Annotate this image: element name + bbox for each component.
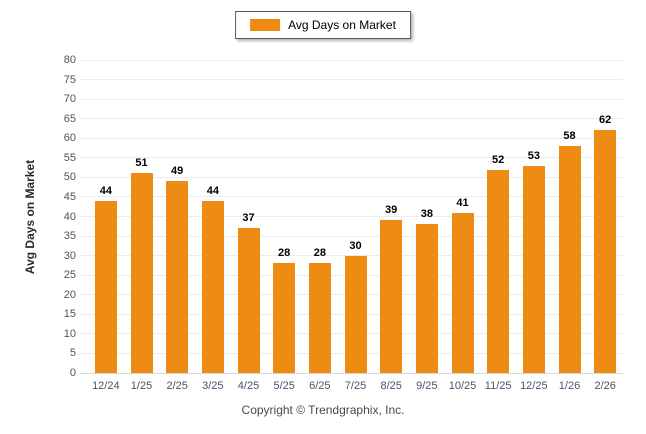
bar-value-label: 41 [456,196,469,209]
bar-value-label: 39 [385,204,398,217]
bar-7/25 [344,255,367,373]
y-tick-label: 70 [63,93,76,106]
gridline-y-55 [80,157,623,159]
bar-1/25 [130,173,153,373]
y-tick-label: 50 [63,171,76,184]
bar-2/25 [166,181,189,373]
bar-value-label: 62 [599,114,612,127]
gridline-y-80 [80,59,623,61]
y-tick-label: 20 [63,288,76,301]
x-tick-label: 1/26 [558,380,581,392]
bar-value-label: 49 [171,165,184,178]
y-tick-label: 80 [63,54,76,66]
gridline-y-65 [80,118,623,120]
bar-4/25 [237,228,260,373]
gridline-y-75 [80,79,623,81]
x-tick-label: 3/25 [202,380,224,392]
gridline-y-50 [80,176,623,178]
bar-value-label: 53 [527,149,540,162]
bar-6/25 [308,263,331,373]
gridline-y-0 [80,372,623,374]
bar-2/26 [594,130,617,373]
bar-11/25 [487,169,510,373]
x-tick-label: 4/25 [237,380,260,392]
bar-value-label: 52 [492,153,505,166]
bar-value-label: 44 [206,184,219,197]
y-tick-label: 60 [63,132,76,145]
x-tick-label: 11/25 [484,380,512,392]
x-tick-label: 9/25 [416,380,438,392]
x-tick-label: 7/25 [344,380,367,392]
bar-value-label: 30 [349,239,362,252]
y-tick-label: 75 [63,73,76,86]
bar-value-label: 28 [278,247,291,260]
x-tick-label: 12/24 [92,380,120,392]
bar-8/25 [380,220,403,373]
bar-1/26 [558,146,581,373]
bar-5/25 [273,263,296,373]
bar-value-label: 51 [135,157,148,170]
x-tick-label: 2/25 [166,380,188,392]
x-tick-label: 10/25 [448,380,477,392]
gridline-y-45 [80,196,623,198]
legend: Avg Days on Market [235,11,411,39]
bar-value-label: 38 [420,208,433,221]
y-axis-title: Avg Days on Market [23,159,37,275]
x-tick-label: 6/25 [309,380,331,392]
copyright-text: Copyright © Trendgraphix, Inc. [241,403,405,417]
x-tick-label: 8/25 [380,380,402,392]
legend-swatch-icon [250,19,281,31]
bar-value-label: 44 [99,184,112,197]
bar-3/25 [201,200,224,373]
y-tick-label: 15 [63,308,76,321]
y-tick-label: 25 [63,269,76,282]
y-tick-label: 5 [69,347,76,360]
y-tick-label: 55 [63,151,76,164]
bar-value-label: 28 [313,247,326,260]
y-tick-label: 65 [63,112,76,125]
y-tick-label: 0 [69,367,76,379]
gridline-y-60 [80,137,623,139]
bar-10/25 [451,212,474,373]
bar-12/24 [94,200,117,373]
y-tick-label: 30 [63,249,76,262]
gridline-y-35 [80,235,623,237]
gridline-y-40 [80,216,623,217]
x-tick-label: 1/25 [130,380,153,392]
x-tick-label: 5/25 [273,380,295,392]
y-tick-label: 45 [63,190,76,203]
legend-label: Avg Days on Market [288,18,396,32]
x-tick-label: 12/25 [520,380,548,392]
y-tick-label: 40 [63,210,76,223]
plot-area: 0 5 10 15 20 25 30 35 40 45 50 55 60 65 70 75 80 44 12/24 5… [64,54,623,392]
y-tick-label: 35 [63,230,76,243]
bar-value-label: 58 [563,130,576,143]
bar-value-label: 37 [242,212,255,225]
y-tick-label: 10 [63,327,76,340]
bar-12/25 [522,165,545,373]
x-tick-label: 2/26 [594,380,616,392]
gridline-y-70 [80,98,623,100]
bar-9/25 [415,224,438,373]
